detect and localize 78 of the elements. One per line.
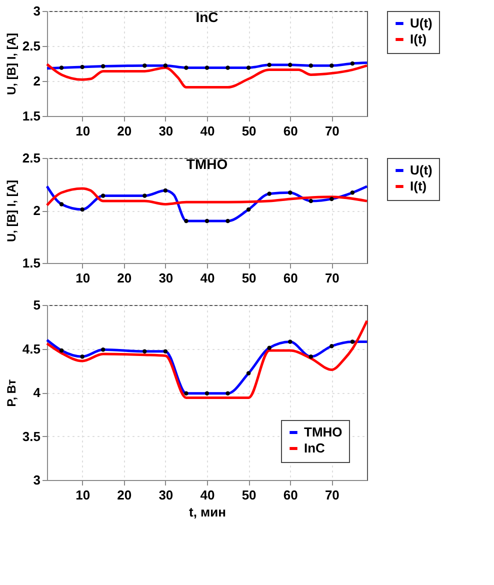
y-tick-label: 3.5: [22, 428, 40, 444]
point: [350, 190, 355, 195]
line-series: [46, 185, 368, 222]
y-tick-label: 2: [33, 74, 40, 88]
point: [308, 354, 314, 359]
legend-label: I(t): [410, 178, 427, 194]
y-tick-label: 4: [33, 385, 42, 400]
legend-label: TMHO: [304, 424, 342, 440]
point: [59, 202, 64, 206]
x-tick-label: 60: [283, 270, 298, 286]
point: [267, 192, 272, 196]
x-tick-label: 20: [117, 488, 132, 502]
x-tick-label: 70: [324, 270, 340, 286]
x-tick-label: 70: [324, 124, 340, 138]
x-tick-label: 30: [158, 124, 174, 138]
x-tick-label: 50: [242, 124, 256, 138]
x-tick-label: 60: [283, 488, 298, 502]
point: [163, 349, 168, 354]
legend-label: U(t): [410, 162, 432, 178]
x-tick-label: 40: [200, 270, 215, 286]
point: [80, 207, 84, 212]
y-tick-label: 2.5: [22, 38, 40, 54]
point: [204, 218, 210, 224]
x-tick-label: 50: [242, 270, 256, 286]
chart-title: InC: [196, 9, 218, 25]
legend-label: InC: [304, 440, 326, 456]
point: [226, 218, 230, 224]
line-series: [46, 187, 368, 206]
point: [308, 198, 314, 204]
y-axis-title: U, [B] I, [A]: [4, 33, 18, 95]
y-axis-title: P, Вт: [4, 379, 18, 407]
x-tick-label: 50: [242, 488, 256, 502]
x-tick-label: 70: [324, 488, 340, 502]
y-tick-label: 3: [33, 472, 40, 488]
y-tick-label: 5: [33, 298, 40, 312]
x-tick-label: 20: [117, 124, 132, 138]
x-tick-label: 10: [76, 488, 90, 502]
point: [142, 349, 147, 354]
point: [246, 371, 251, 376]
point: [246, 207, 251, 212]
x-tick-label: 30: [158, 488, 174, 502]
legend-label: U(t): [410, 16, 432, 30]
y-tick-label: 2.5: [22, 150, 40, 166]
y-axis-title: U, [B] I, [A]: [4, 180, 18, 242]
x-tick-label: 40: [200, 488, 215, 502]
point: [59, 348, 64, 353]
point: [330, 344, 334, 348]
x-tick-label: 60: [283, 124, 298, 138]
point: [288, 340, 292, 344]
x-tick-label: 30: [158, 270, 174, 286]
y-tick-label: 4.5: [22, 341, 40, 356]
y-tick-label: 3: [33, 4, 40, 18]
legend-label: I(t): [410, 32, 427, 46]
point: [80, 354, 84, 359]
x-tick-label: 20: [117, 270, 132, 286]
y-tick-label: 1.5: [22, 108, 40, 124]
point: [330, 196, 334, 202]
point: [184, 391, 188, 396]
x-tick-label: 40: [200, 124, 215, 138]
point: [350, 340, 355, 344]
y-tick-label: 1.5: [22, 256, 40, 270]
point: [142, 194, 147, 198]
x-tick-label: 10: [76, 270, 90, 286]
line-series: [46, 62, 368, 89]
chart-title: TMHO: [186, 156, 228, 172]
point: [204, 391, 210, 396]
line-series: [46, 320, 368, 399]
x-tick-label: 10: [76, 124, 90, 138]
point: [184, 218, 188, 224]
point: [288, 190, 292, 195]
point: [100, 194, 106, 198]
y-tick-label: 2: [33, 203, 40, 218]
line-series: [46, 338, 368, 395]
x-axis-title: t, мин: [188, 504, 226, 520]
point: [163, 188, 168, 193]
point: [100, 348, 106, 352]
point: [226, 391, 230, 396]
point: [267, 346, 272, 350]
